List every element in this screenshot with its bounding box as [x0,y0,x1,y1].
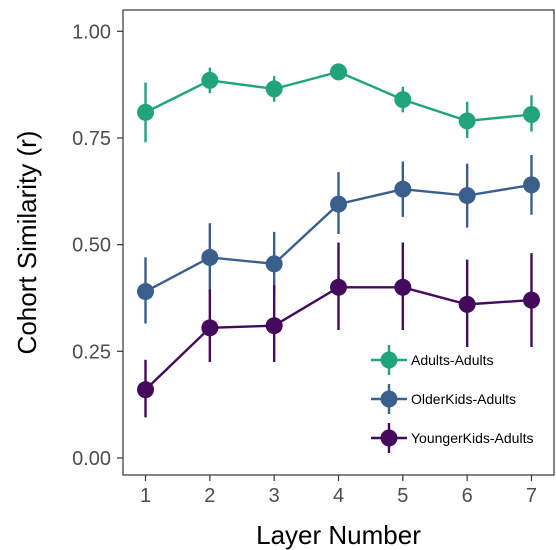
data-point [137,103,155,121]
x-tick-label: 3 [269,485,280,507]
y-tick-label: 0.00 [72,448,111,470]
data-point [394,180,412,198]
y-axis-title: Cohort Similarity (r) [12,131,42,355]
legend-item: Adults-Adults [371,345,493,375]
x-tick-label: 6 [462,485,473,507]
series-layer [137,63,540,418]
data-point [458,295,476,313]
series-olderkids-adults [137,155,540,324]
x-tick-label: 5 [397,485,408,507]
data-point [330,278,347,296]
y-axis: 0.00 0.25 0.50 0.75 1.00 [72,21,123,470]
y-tick-label: 0.75 [72,128,111,150]
legend-label: Adults-Adults [411,352,493,368]
data-point [201,319,219,337]
legend-label: OlderKids-Adults [411,391,516,407]
data-point [265,255,283,273]
legend-item: YoungerKids-Adults [371,423,533,453]
data-point [522,106,540,124]
legend-marker [380,429,398,447]
legend-item: OlderKids-Adults [371,384,516,414]
legend: Adults-Adults OlderKids-Adults YoungerKids… [371,345,533,453]
x-tick-label: 1 [140,485,151,507]
series-youngerkids-adults [137,242,540,418]
legend-marker [380,351,398,369]
data-point [330,63,347,81]
data-point [458,187,476,205]
x-tick-label: 7 [526,485,537,507]
x-axis: 1 2 3 4 5 6 7 [140,475,537,507]
y-tick-label: 0.25 [72,341,111,363]
data-point [522,176,540,194]
x-tick-label: 2 [204,485,215,507]
data-point [394,278,412,296]
data-point [330,195,347,213]
data-point [137,381,155,399]
legend-label: YoungerKids-Adults [411,430,533,446]
series-adults-adults [137,63,540,143]
x-tick-label: 4 [333,485,344,507]
data-point [522,291,540,309]
data-point [458,112,476,130]
y-tick-label: 1.00 [72,21,111,43]
x-axis-title: Layer Number [256,520,421,550]
data-point [201,248,219,266]
data-point [265,80,283,98]
data-point [265,317,283,335]
data-point [137,283,155,301]
y-tick-label: 0.50 [72,235,111,257]
data-point [394,91,412,109]
legend-marker [380,390,398,408]
data-point [201,71,219,89]
